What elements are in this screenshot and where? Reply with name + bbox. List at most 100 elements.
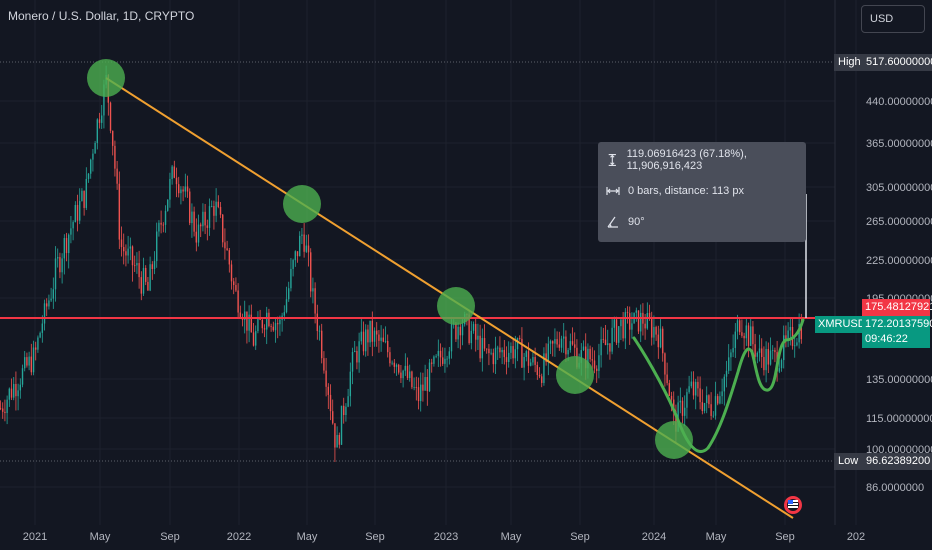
candle-body xyxy=(182,189,184,192)
candle-body xyxy=(15,383,17,397)
candle-body xyxy=(422,384,424,391)
candle-body xyxy=(567,350,569,355)
candle-body xyxy=(411,371,413,388)
x-tick-label: May xyxy=(501,531,522,543)
candle-body xyxy=(723,376,726,392)
candle-body xyxy=(602,339,605,341)
candle-body xyxy=(345,406,347,415)
candle-body xyxy=(516,337,519,350)
candle-body xyxy=(424,377,426,391)
candle-body xyxy=(112,130,114,146)
candle-body xyxy=(378,334,380,341)
candle-body xyxy=(48,300,50,307)
candle-body xyxy=(710,404,712,416)
candle-body xyxy=(191,211,193,224)
candle-body xyxy=(503,349,506,358)
candle-body xyxy=(180,189,182,194)
candle-body xyxy=(521,338,523,368)
candle-body xyxy=(684,407,686,416)
candle-body xyxy=(538,375,541,377)
candle-body xyxy=(63,238,66,259)
candle-body xyxy=(145,267,147,282)
candle-body xyxy=(118,183,121,240)
candle-body xyxy=(318,330,321,332)
candle-body xyxy=(730,352,732,358)
candle-body xyxy=(96,119,99,143)
candle-body xyxy=(549,341,552,344)
y-tick-label: 225.00000000 xyxy=(866,255,932,267)
candle-body xyxy=(8,388,11,400)
candle-body xyxy=(688,386,690,393)
candle-body xyxy=(129,246,132,249)
candle-body xyxy=(415,387,418,388)
candle-body xyxy=(428,362,431,392)
angle-icon xyxy=(607,216,618,228)
candle-body xyxy=(4,411,6,413)
candle-body xyxy=(699,388,701,403)
candle-body xyxy=(725,370,728,377)
candle-body xyxy=(224,242,226,249)
candle-body xyxy=(147,281,149,291)
candle-body xyxy=(142,267,145,294)
candle-body xyxy=(343,405,345,415)
candle-body xyxy=(94,142,96,154)
candle-body xyxy=(294,251,297,261)
candle-body xyxy=(703,403,706,412)
candle-body xyxy=(426,377,429,392)
currency-button[interactable]: USD xyxy=(861,5,925,33)
candle-body xyxy=(772,350,774,351)
candle-body xyxy=(369,320,371,343)
candle-body xyxy=(290,268,292,289)
candle-body xyxy=(323,358,325,371)
candle-body xyxy=(50,298,52,301)
candle-body xyxy=(787,330,789,339)
x-tick-label: Sep xyxy=(775,531,795,543)
candle-body xyxy=(455,323,457,340)
candle-body xyxy=(490,352,492,354)
candle-body xyxy=(488,348,490,354)
candle-body xyxy=(90,159,92,174)
candle-body xyxy=(79,201,81,221)
candle-body xyxy=(72,222,74,229)
drawing-overlay[interactable] xyxy=(0,59,835,519)
x-tick-label: 2024 xyxy=(642,531,666,543)
candle-body xyxy=(371,320,374,342)
candle-body xyxy=(732,347,734,353)
candle-body xyxy=(673,399,675,412)
price-axis[interactable]: 440.00000000 365.00000000 305.00000000 265.… xyxy=(866,96,932,494)
price-change-text: 119.06916423 (67.18%), 11,906,916,423 xyxy=(626,148,747,172)
time-axis[interactable]: 2021 May Sep 2022 May Sep 2023 May Sep 2024 May Sep… xyxy=(23,531,865,543)
candle-body xyxy=(123,247,125,252)
flag-icon[interactable] xyxy=(784,496,802,514)
candle-body xyxy=(417,387,420,402)
candle-body xyxy=(237,290,239,313)
candle-body xyxy=(532,356,534,363)
candle-body xyxy=(208,206,211,228)
candle-body xyxy=(158,222,160,232)
candle-body xyxy=(433,356,435,364)
vertical-range-icon xyxy=(608,154,616,166)
candle-body xyxy=(19,384,22,391)
candle-body xyxy=(37,337,39,350)
candle-body xyxy=(193,211,195,232)
candle-body xyxy=(622,319,624,339)
candle-body xyxy=(470,330,473,344)
high-value: 517.60000000 xyxy=(862,54,932,71)
candle-body xyxy=(442,357,444,364)
candle-body xyxy=(774,350,776,353)
candle-body xyxy=(292,260,294,269)
candle-body xyxy=(635,310,638,313)
touch-marker xyxy=(655,421,693,459)
candle-body xyxy=(173,166,176,178)
candle-body xyxy=(461,324,464,336)
candle-body xyxy=(6,399,8,413)
candle-body xyxy=(734,331,737,348)
candle-body xyxy=(554,339,556,344)
candle-body xyxy=(59,257,61,273)
candle-body xyxy=(574,344,576,348)
angle-row: 90° xyxy=(606,214,645,230)
candle-body xyxy=(39,332,41,338)
candle-body xyxy=(501,349,503,353)
candle-body xyxy=(483,338,486,349)
